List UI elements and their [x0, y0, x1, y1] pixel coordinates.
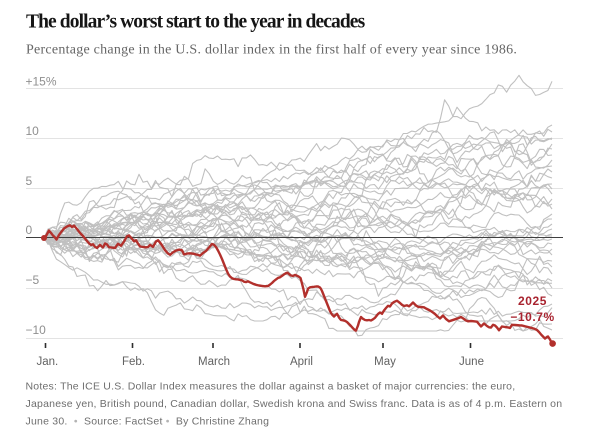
svg-text:−5: −5 [26, 273, 40, 287]
svg-text:April: April [290, 356, 313, 368]
svg-text:June 30. • Source: FactSet •: June 30. • Source: FactSet • By Christin… [26, 416, 270, 428]
svg-text:2025: 2025 [518, 294, 547, 308]
svg-text:5: 5 [26, 174, 33, 188]
svg-text:June: June [459, 356, 484, 368]
svg-text:+15%: +15% [26, 75, 57, 89]
svg-text:Notes: The ICE U.S. Dollar Ind: Notes: The ICE U.S. Dollar Index measure… [26, 381, 516, 393]
svg-text:Percentage change in the U.S.: Percentage change in the U.S. dollar ind… [26, 43, 517, 58]
svg-text:The dollar’s worst start to th: The dollar’s worst start to the year in … [26, 12, 366, 33]
svg-text:0: 0 [26, 223, 33, 237]
svg-text:Japanese yen, British pound, C: Japanese yen, British pound, Canadian do… [26, 398, 563, 410]
svg-text:Jan.: Jan. [37, 356, 59, 368]
svg-text:May: May [374, 356, 396, 368]
svg-text:Feb.: Feb. [122, 356, 145, 368]
svg-text:−10.7%: −10.7% [510, 310, 554, 324]
svg-text:March: March [198, 356, 230, 368]
svg-text:−10: −10 [26, 323, 47, 337]
svg-text:10: 10 [26, 124, 40, 138]
